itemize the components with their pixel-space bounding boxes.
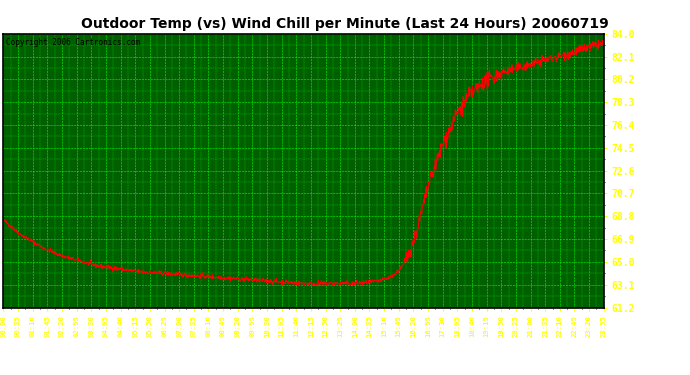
Text: Copyright 2006 Cartronics.com: Copyright 2006 Cartronics.com — [6, 38, 141, 47]
Text: Outdoor Temp (vs) Wind Chill per Minute (Last 24 Hours) 20060719: Outdoor Temp (vs) Wind Chill per Minute … — [81, 17, 609, 31]
